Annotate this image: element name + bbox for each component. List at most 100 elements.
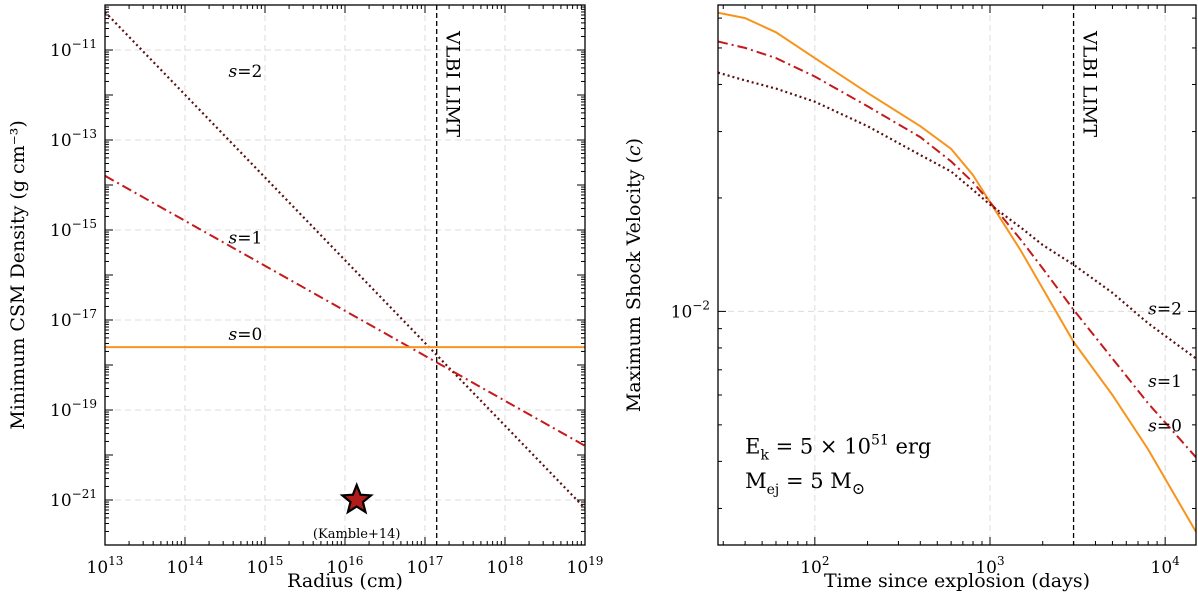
panel-left: 1013 1014 1015 1016 1017 1018 101910−1110−1310… bbox=[7, 4, 604, 592]
vlbi-limit-label: VLBI LIMT bbox=[442, 30, 464, 137]
y-tick-exp: −15 bbox=[72, 217, 97, 231]
y-tick-exp: −11 bbox=[72, 37, 97, 51]
series-label-value: =2 bbox=[1157, 300, 1182, 320]
x-tick-label: 1016 bbox=[327, 554, 364, 578]
annotation-ek: Ek = 5 × 1051 erg bbox=[745, 432, 931, 463]
series-line-s2 bbox=[105, 11, 585, 510]
x-tick-exp: 14 bbox=[188, 554, 204, 568]
x-tick-base: 10 bbox=[567, 558, 589, 578]
vlbi-limit-label: VLBI LIMT bbox=[1079, 30, 1101, 137]
series-label: s=0 bbox=[229, 325, 263, 345]
series-label-var: s bbox=[1148, 372, 1157, 392]
x-tick-base: 10 bbox=[1151, 558, 1173, 578]
x-tick-exp: 19 bbox=[588, 554, 603, 568]
x-tick-label: 1018 bbox=[487, 554, 524, 578]
series-label-value: =1 bbox=[237, 229, 262, 249]
annotation-mid: = 5 M bbox=[779, 469, 852, 493]
y-tick-label: 10−15 bbox=[50, 217, 97, 241]
x-tick-base: 10 bbox=[800, 558, 822, 578]
y-axis-label-var: c bbox=[623, 145, 645, 156]
y-tick-base: 10 bbox=[50, 41, 72, 61]
y-tick-base: 10 bbox=[50, 131, 72, 151]
y-tick-base: 10 bbox=[50, 491, 72, 511]
y-axis-label-main: Maximum Shock Velocity ( bbox=[623, 156, 645, 412]
axes-frame bbox=[717, 4, 1197, 546]
series-line-s2 bbox=[718, 71, 1196, 360]
ticks bbox=[718, 5, 1196, 545]
x-tick-base: 10 bbox=[975, 558, 997, 578]
annotation-sup: 51 bbox=[871, 432, 889, 448]
series-label-var: s bbox=[1148, 417, 1157, 437]
x-tick-label: 103 bbox=[975, 554, 1004, 578]
x-tick-exp: 3 bbox=[997, 554, 1005, 568]
series-group bbox=[718, 11, 1196, 533]
annotation-main: M bbox=[745, 469, 767, 493]
y-tick-base: 10 bbox=[50, 221, 72, 241]
y-tick-base: 10 bbox=[50, 311, 72, 331]
annotation-sub: ej bbox=[767, 482, 780, 498]
y-tick-exp: −19 bbox=[72, 397, 97, 411]
series-line-s1 bbox=[718, 40, 1196, 458]
series-label-value: =0 bbox=[237, 325, 262, 345]
x-tick-base: 10 bbox=[167, 558, 189, 578]
x-tick-exp: 16 bbox=[348, 554, 363, 568]
y-tick-base: 10 bbox=[50, 401, 72, 421]
axes-frame bbox=[104, 4, 586, 546]
y-tick-label: 10−19 bbox=[50, 397, 97, 421]
x-tick-exp: 17 bbox=[428, 554, 443, 568]
x-tick-base: 10 bbox=[327, 558, 349, 578]
series-label-var: s bbox=[229, 229, 238, 249]
series-label: s=1 bbox=[1148, 372, 1182, 392]
series-line-s1 bbox=[105, 174, 585, 447]
y-tick-exp: −13 bbox=[72, 127, 97, 141]
series-line-s0 bbox=[718, 11, 1196, 533]
x-tick-label: 1019 bbox=[567, 554, 604, 578]
x-tick-exp: 2 bbox=[822, 554, 830, 568]
y-axis-label: Maximum Shock Velocity (c) bbox=[623, 138, 645, 412]
series-label-var: s bbox=[229, 62, 238, 82]
x-tick-base: 10 bbox=[247, 558, 269, 578]
y-tick-label: 10−11 bbox=[50, 37, 97, 61]
sun-symbol: ⊙ bbox=[852, 479, 865, 498]
kamble-marker-label: (Kamble+14) bbox=[313, 527, 401, 542]
x-tick-label: 1015 bbox=[247, 554, 284, 578]
x-tick-exp: 15 bbox=[268, 554, 283, 568]
y-tick-label: 10−21 bbox=[50, 487, 97, 511]
grid bbox=[718, 5, 1196, 545]
series-label-value: =1 bbox=[1157, 372, 1182, 392]
x-axis-label: Time since explosion (days) bbox=[824, 570, 1090, 592]
y-tick-label: 10−17 bbox=[50, 307, 97, 331]
x-tick-label: 1017 bbox=[407, 554, 444, 578]
x-tick-exp: 13 bbox=[108, 554, 123, 568]
x-tick-label: 104 bbox=[1151, 554, 1181, 578]
series-label: s=1 bbox=[229, 229, 263, 249]
y-tick-label: 10−13 bbox=[50, 127, 97, 151]
annotation-end: erg bbox=[889, 434, 932, 458]
x-axis-label: Radius (cm) bbox=[287, 570, 403, 592]
x-tick-exp: 18 bbox=[508, 554, 523, 568]
x-tick-label: 102 bbox=[800, 554, 829, 578]
series-label-value: =2 bbox=[237, 62, 262, 82]
y-tick-base: 10 bbox=[671, 302, 693, 322]
y-tick-label: 10−2 bbox=[671, 298, 710, 322]
series-label: s=0 bbox=[1148, 417, 1182, 437]
kamble-star-marker bbox=[339, 481, 374, 515]
y-tick-exp: −21 bbox=[72, 487, 97, 501]
series-label-var: s bbox=[1148, 300, 1157, 320]
annotation-main: E bbox=[745, 434, 760, 458]
series-group bbox=[105, 11, 585, 510]
series-label: s=2 bbox=[1148, 300, 1182, 320]
y-tick-exp: −2 bbox=[692, 298, 710, 312]
x-tick-base: 10 bbox=[487, 558, 509, 578]
x-tick-label: 1013 bbox=[87, 554, 124, 578]
annotation-mid: = 5 × 10 bbox=[769, 434, 871, 458]
y-tick-exp: −17 bbox=[72, 307, 97, 321]
y-axis-label: Minimum CSM Density (g cm⁻³) bbox=[7, 120, 29, 429]
grid bbox=[105, 5, 585, 545]
x-tick-exp: 4 bbox=[1172, 554, 1180, 568]
x-tick-base: 10 bbox=[407, 558, 429, 578]
x-tick-base: 10 bbox=[87, 558, 109, 578]
annotation-sub: k bbox=[760, 447, 769, 463]
